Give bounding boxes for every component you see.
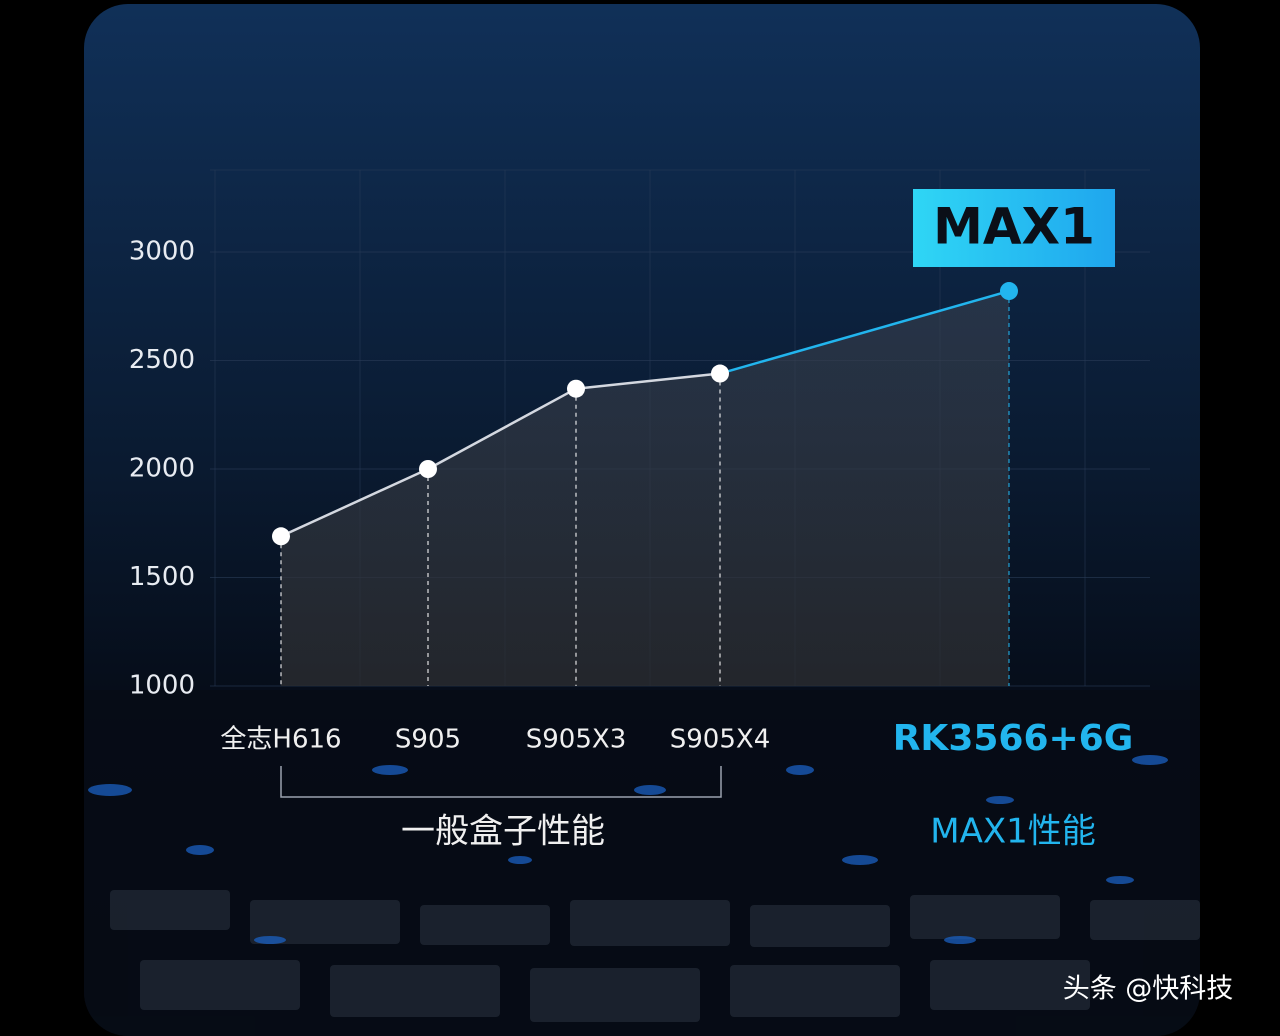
y-tick-label: 1500 [129,562,195,592]
line-segment [719,289,1010,375]
group-bracket [280,766,722,798]
point [1000,282,1018,301]
x-tick-label: S905X3 [526,725,626,755]
point [419,460,437,478]
y-tick-label: 3000 [129,237,195,267]
area [281,291,1009,686]
badge: MAX1 [933,198,1095,256]
y-tick-label: 2000 [129,454,195,484]
watermark: 头条 @快科技 [1063,974,1234,1005]
x-tick-label: 全志H616 [220,725,341,755]
group-label: MAX1性能 [930,812,1096,852]
x-tick-label: S905X4 [670,725,770,755]
y-tick-label: 1000 [129,671,195,701]
line-segment [280,467,429,538]
line-segment [427,387,577,471]
chip-decor [84,690,1200,1036]
point [567,379,585,398]
y-tick-label: 2500 [129,345,195,375]
line-segment [575,372,721,390]
point [272,527,290,546]
group-label: 一般盒子性能 [401,812,605,852]
point [711,364,729,383]
x-tick-label: S905 [395,725,461,755]
x-tick-label: RK3566+6G [893,718,1134,759]
badge-box [913,189,1115,267]
